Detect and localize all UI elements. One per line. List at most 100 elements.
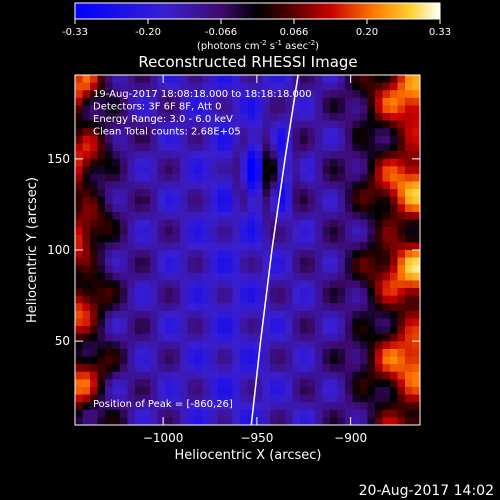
heatmap-cell <box>240 272 248 281</box>
heatmap-cell <box>277 166 286 175</box>
heatmap-cell <box>187 326 196 335</box>
heatmap-cell <box>112 379 121 388</box>
heatmap-cell <box>382 234 391 243</box>
heatmap-cell <box>405 75 413 84</box>
heatmap-cell <box>307 371 316 380</box>
heatmap-cell <box>285 151 293 160</box>
heatmap-cell <box>337 135 346 144</box>
heatmap-cell <box>330 326 338 335</box>
heatmap-cell <box>210 333 218 342</box>
heatmap-cell <box>337 75 346 84</box>
heatmap-cell <box>172 394 181 403</box>
heatmap-cell <box>307 386 316 395</box>
heatmap-cell <box>330 75 338 84</box>
heatmap-cell <box>337 288 346 297</box>
heatmap-cell <box>307 166 316 175</box>
heatmap-cell <box>382 394 391 403</box>
heatmap-cell <box>157 417 166 425</box>
heatmap-cell <box>165 143 173 152</box>
heatmap-cell <box>412 120 420 129</box>
heatmap-cell <box>300 417 308 425</box>
heatmap-cell <box>330 166 338 175</box>
heatmap-cell <box>397 151 406 160</box>
heatmap-cell <box>247 242 256 251</box>
heatmap-cell <box>315 371 323 380</box>
heatmap-cell <box>97 280 106 289</box>
heatmap-cell <box>307 90 316 99</box>
heatmap-cell <box>225 158 233 167</box>
heatmap-cell <box>397 189 406 198</box>
heatmap-cell <box>150 105 158 114</box>
heatmap-cell <box>225 242 233 251</box>
heatmap-cell <box>240 288 248 297</box>
heatmap-cell <box>217 234 226 243</box>
heatmap-cell <box>307 204 316 213</box>
heatmap-cell <box>202 348 211 357</box>
heatmap-cell <box>157 303 166 312</box>
heatmap-cell <box>262 97 271 106</box>
heatmap-cell <box>375 189 383 198</box>
heatmap-cell <box>255 257 263 266</box>
heatmap-cell <box>405 120 413 129</box>
heatmap-cell <box>112 310 121 319</box>
heatmap-cell <box>322 204 331 213</box>
heatmap-cell <box>82 189 91 198</box>
heatmap-cell <box>337 280 346 289</box>
heatmap-cell <box>97 379 106 388</box>
heatmap-cell <box>337 318 346 327</box>
heatmap-cell <box>285 90 293 99</box>
heatmap-cell <box>142 265 151 274</box>
heatmap-cell <box>247 227 256 236</box>
heatmap-cell <box>172 265 181 274</box>
heatmap-cell <box>225 257 233 266</box>
heatmap-cell <box>187 158 196 167</box>
heatmap-cell <box>120 318 128 327</box>
heatmap-cell <box>142 371 151 380</box>
heatmap-cell <box>322 318 331 327</box>
heatmap-cell <box>262 90 271 99</box>
heatmap-cell <box>172 318 181 327</box>
heatmap-cell <box>397 265 406 274</box>
heatmap-cell <box>157 326 166 335</box>
heatmap-cell <box>217 196 226 205</box>
heatmap-cell <box>360 394 368 403</box>
heatmap-cell <box>270 318 278 327</box>
heatmap-cell <box>397 326 406 335</box>
heatmap-cell <box>195 250 203 259</box>
heatmap-cell <box>90 288 98 297</box>
heatmap-cell <box>307 379 316 388</box>
heatmap-cell <box>90 272 98 281</box>
heatmap-cell <box>367 295 376 304</box>
heatmap-cell <box>120 272 128 281</box>
heatmap-cell <box>187 75 196 84</box>
heatmap-cell <box>300 227 308 236</box>
heatmap-cell <box>390 204 398 213</box>
heatmap-cell <box>375 250 383 259</box>
heatmap-cell <box>397 318 406 327</box>
heatmap-cell <box>232 371 241 380</box>
heatmap-cell <box>345 341 353 350</box>
heatmap-cell <box>247 272 256 281</box>
heatmap-cell <box>165 128 173 137</box>
heatmap-cell <box>360 105 368 114</box>
heatmap-cell <box>330 394 338 403</box>
heatmap-cell <box>337 303 346 312</box>
heatmap-cell <box>135 257 143 266</box>
heatmap-cell <box>165 158 173 167</box>
heatmap-cell <box>330 97 338 106</box>
heatmap-cell <box>172 310 181 319</box>
heatmap-cell <box>337 341 346 350</box>
heatmap-cell <box>172 288 181 297</box>
heatmap-cell <box>232 242 241 251</box>
heatmap-cell <box>180 394 188 403</box>
heatmap-cell <box>105 211 113 220</box>
heatmap-cell <box>367 326 376 335</box>
heatmap-cell <box>187 128 196 137</box>
heatmap-cell <box>367 257 376 266</box>
heatmap-cell <box>262 280 271 289</box>
heatmap-cell <box>225 348 233 357</box>
heatmap-cell <box>382 303 391 312</box>
heatmap-cell <box>240 295 248 304</box>
heatmap-cell <box>195 97 203 106</box>
heatmap-cell <box>225 75 233 84</box>
